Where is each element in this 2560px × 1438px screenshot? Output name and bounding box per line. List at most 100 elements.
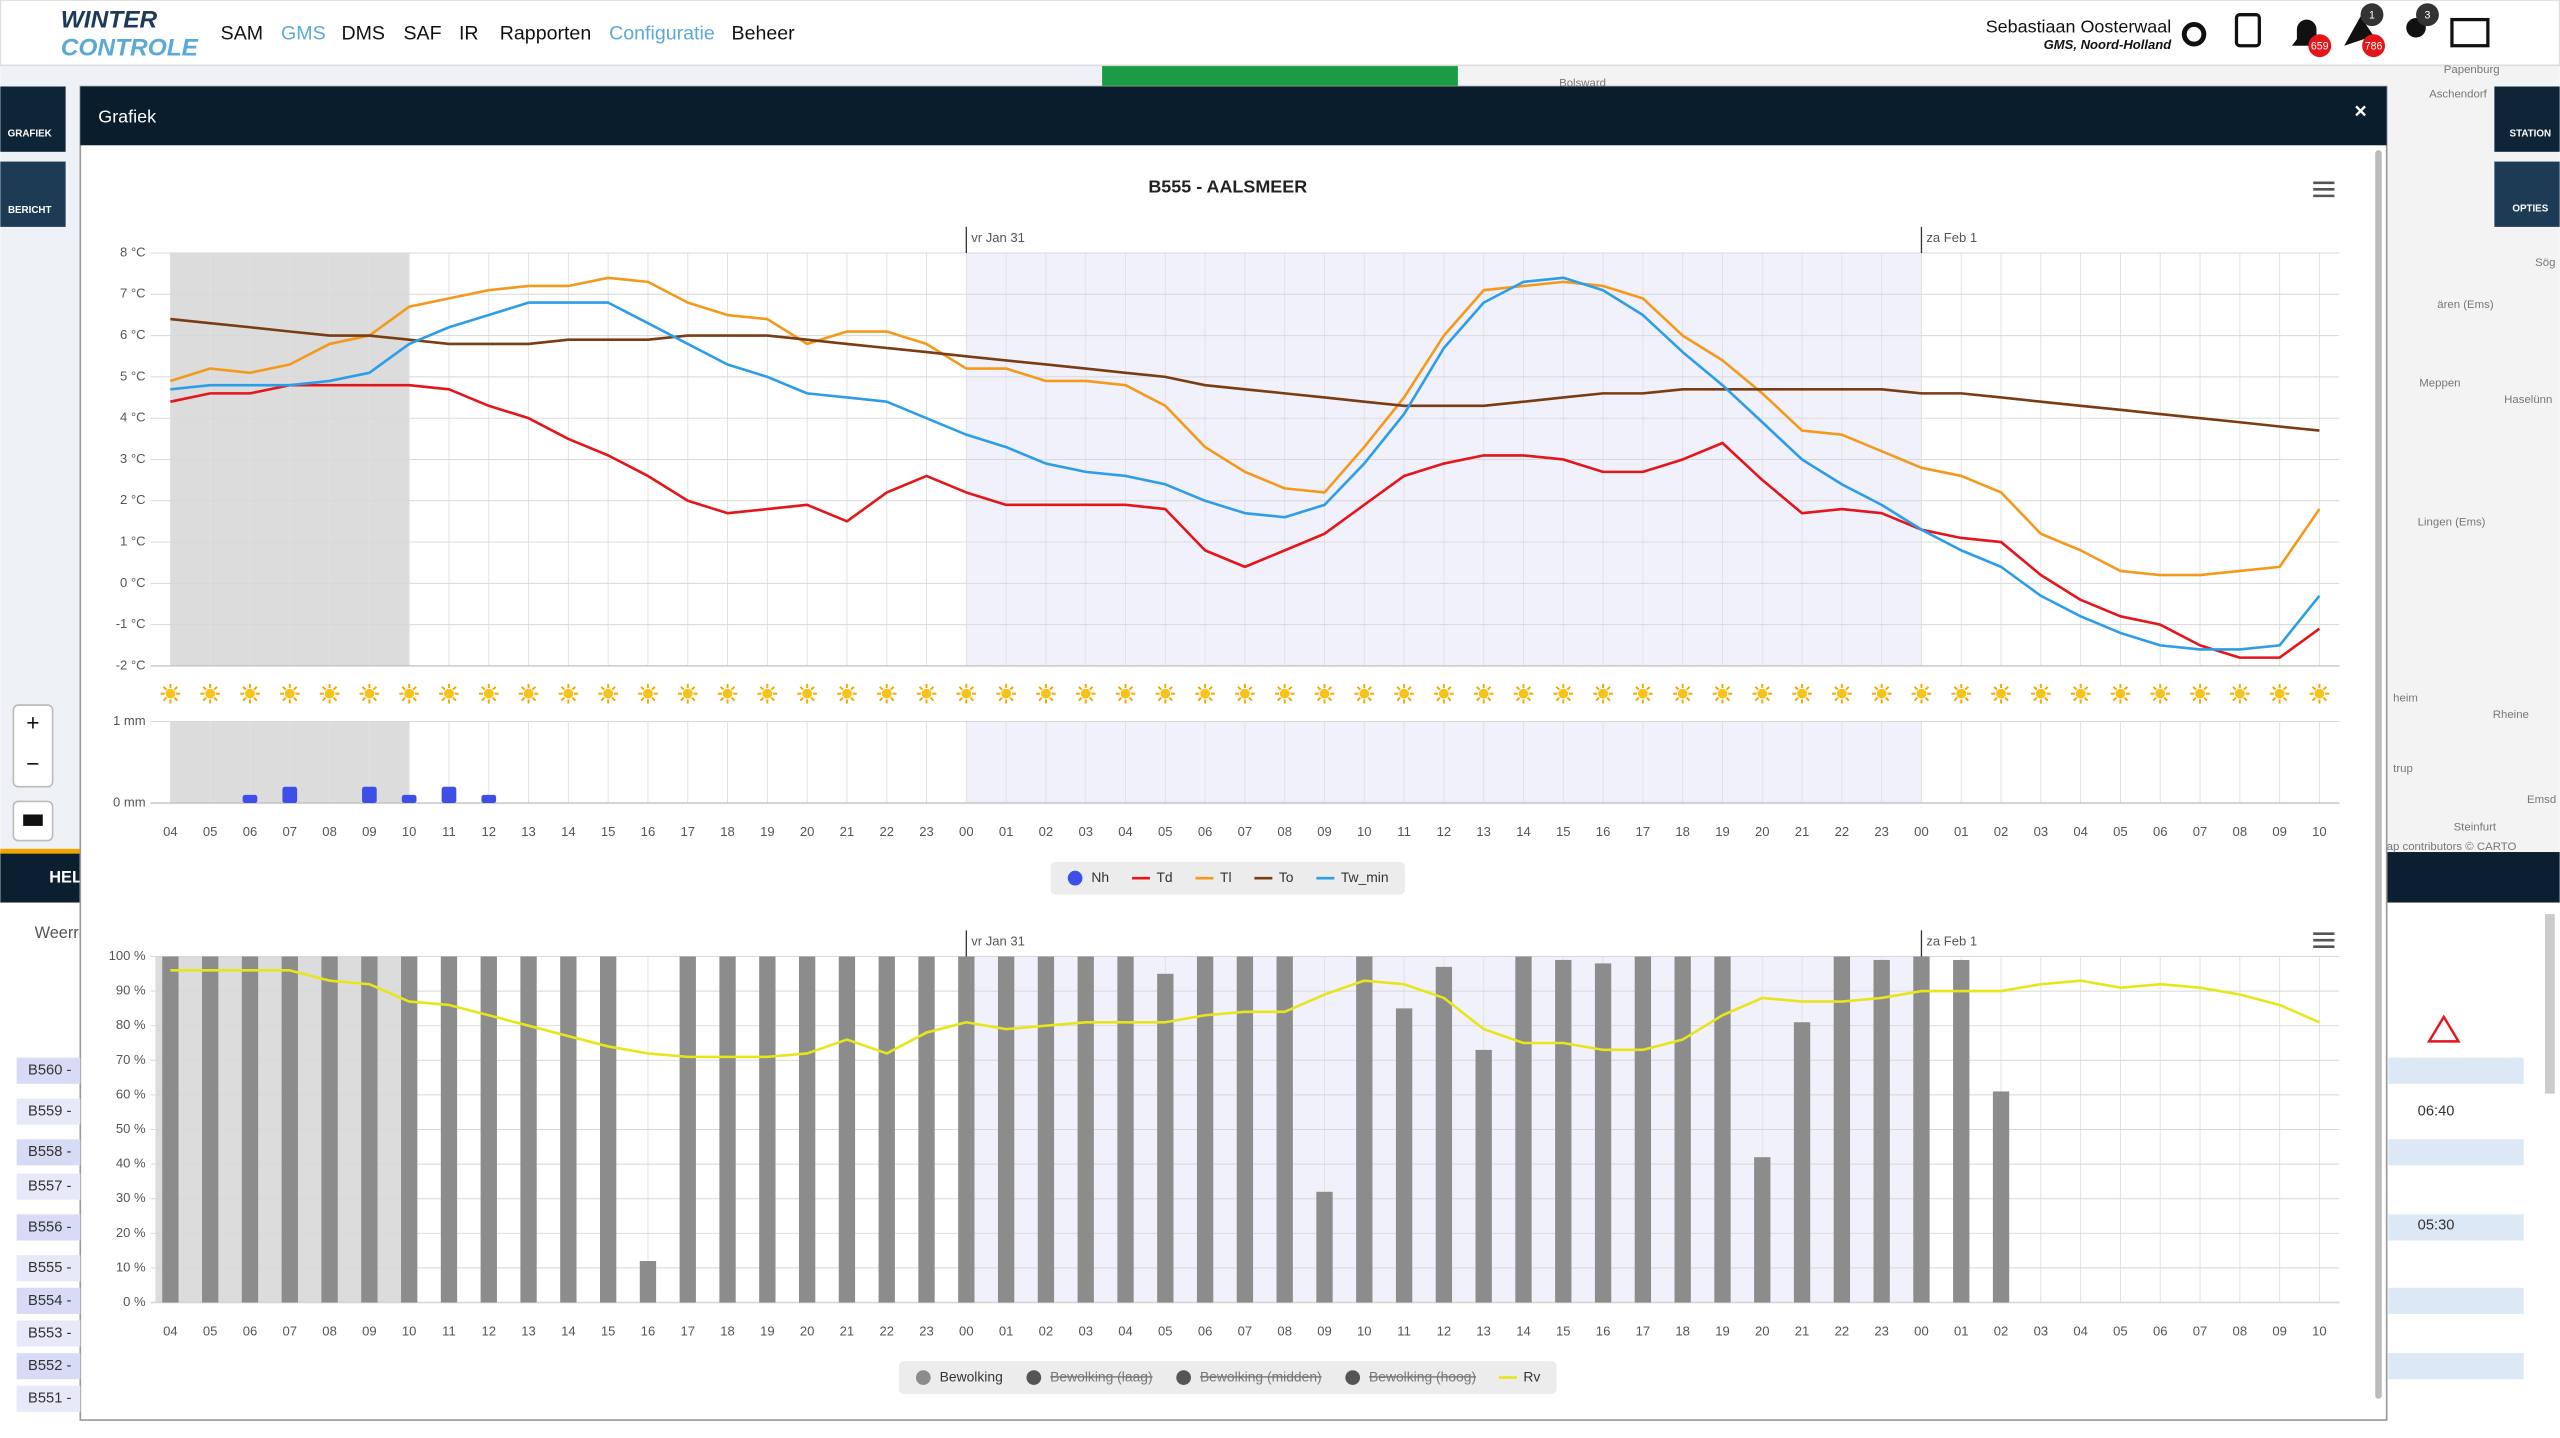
sun-ray — [651, 686, 656, 691]
sun-core — [1956, 688, 1967, 699]
legend-item[interactable]: Td — [1131, 869, 1173, 885]
table-row — [2388, 1385, 2524, 1412]
sun-ray — [1924, 686, 1930, 691]
close-button[interactable]: × — [2354, 100, 2366, 123]
sun-core — [1518, 688, 1529, 699]
sidebar-button[interactable] — [2494, 161, 2560, 227]
sun-ray — [850, 697, 855, 702]
x-tick-label: 05 — [2113, 824, 2128, 839]
legend-item[interactable]: Nh — [1067, 869, 1109, 886]
sun-ray — [520, 686, 526, 691]
sun-core — [1160, 688, 1171, 699]
zoom-in[interactable]: + — [26, 710, 39, 736]
bar — [560, 956, 577, 1303]
sun-core — [245, 688, 255, 699]
table-row — [2388, 1098, 2524, 1125]
sun-icon — [279, 683, 300, 704]
legend-item[interactable]: Tw_min — [1316, 869, 1389, 885]
sun-core — [1757, 688, 1768, 699]
nav-link[interactable]: SAF — [403, 22, 441, 44]
user-name[interactable]: Sebastiaan Oosterwaal — [1986, 16, 2171, 36]
nav-link[interactable]: IR — [459, 22, 479, 44]
sun-ray — [2192, 686, 2197, 691]
nav-link[interactable]: GMS — [281, 22, 326, 44]
sun-ray — [1009, 686, 1014, 691]
sun-core — [1558, 688, 1569, 699]
x-tick-label: 08 — [2233, 824, 2248, 839]
sun-icon — [359, 683, 380, 704]
settings-icon[interactable] — [2181, 22, 2207, 47]
sidebar-button[interactable] — [0, 161, 66, 227]
sidebar-button[interactable] — [0, 86, 66, 152]
sun-ray — [640, 686, 645, 691]
mail-icon[interactable] — [2450, 17, 2490, 48]
bar — [1634, 956, 1652, 1303]
sidebar-button[interactable] — [2494, 86, 2560, 152]
nav-link[interactable]: SAM — [221, 22, 263, 44]
y-tick-label: 20 % — [116, 1225, 146, 1240]
logo[interactable]: WINTER — [61, 7, 158, 34]
sun-ray — [1635, 697, 1640, 702]
x-tick-label: 19 — [1715, 1323, 1730, 1338]
x-tick-label: 23 — [1874, 824, 1889, 839]
tab[interactable]: HEL — [49, 868, 82, 886]
y-tick-label: 6 °C — [120, 327, 146, 342]
x-tick-label: 10 — [2312, 824, 2327, 839]
sun-ray — [531, 697, 537, 702]
sun-ray — [651, 697, 656, 702]
sun-icon — [1115, 683, 1136, 704]
legend-item[interactable]: Rv — [1498, 1368, 1540, 1384]
day-label: vr Jan 31 — [971, 933, 1025, 948]
sun-ray — [1237, 686, 1242, 691]
sun-ray — [1845, 686, 1850, 691]
sun-ray — [571, 697, 576, 702]
sun-ray — [1526, 686, 1532, 691]
user-region: GMS, Noord-Holland — [2044, 37, 2173, 52]
sun-icon — [1672, 683, 1693, 704]
sun-ray — [452, 697, 457, 702]
sun-icon — [1633, 683, 1653, 704]
x-tick-label: 01 — [1954, 824, 1969, 839]
sun-ray — [321, 697, 327, 702]
legend-item[interactable]: Tl — [1195, 869, 1232, 885]
logo[interactable]: CONTROLE — [61, 34, 199, 61]
sun-ray — [1606, 697, 1611, 702]
legend-item[interactable]: To — [1254, 869, 1294, 885]
sun-core — [722, 688, 733, 699]
zoom-out[interactable]: − — [26, 751, 39, 777]
sun-ray — [332, 697, 338, 702]
sun-ray — [1436, 697, 1441, 702]
bar — [480, 956, 497, 1303]
nav-link[interactable]: Rapporten — [500, 22, 591, 44]
legend-item[interactable]: Bewolking (hoog) — [1345, 1368, 1476, 1385]
nav-link[interactable]: Configuratie — [609, 22, 715, 44]
legend-item[interactable]: Bewolking (midden) — [1176, 1368, 1322, 1385]
legend-item[interactable]: Bewolking — [915, 1368, 1003, 1385]
sun-ray — [2112, 697, 2118, 702]
nav-link[interactable]: Beheer — [732, 22, 796, 44]
sun-ray — [799, 697, 804, 702]
y-tick-label: 1 °C — [120, 534, 146, 549]
sun-icon — [876, 683, 897, 704]
sun-ray — [332, 686, 338, 691]
bar — [1276, 956, 1293, 1303]
station-label: B552 - — [28, 1358, 71, 1374]
sun-ray — [282, 686, 287, 691]
legend-item[interactable]: Bewolking (laag) — [1026, 1368, 1153, 1385]
sun-ray — [1168, 697, 1173, 702]
sun-ray — [1327, 686, 1333, 691]
legend: Bewolking Bewolking (laag) Bewolking (midd… — [898, 1361, 1557, 1394]
x-tick-label: 14 — [1516, 1323, 1531, 1338]
x-tick-label: 15 — [1556, 1323, 1571, 1338]
sun-icon — [2031, 683, 2051, 704]
sun-icon — [319, 683, 340, 704]
sun-core — [523, 688, 534, 699]
y-tick-label: 7 °C — [120, 286, 146, 301]
nav-link[interactable]: DMS — [341, 22, 385, 44]
sun-ray — [2232, 686, 2237, 691]
sun-ray — [372, 697, 377, 702]
sun-ray — [600, 686, 605, 691]
clipboard-icon[interactable] — [2234, 13, 2261, 48]
x-tick-label: 14 — [561, 1323, 576, 1338]
legend-symbol — [1026, 1370, 1042, 1385]
